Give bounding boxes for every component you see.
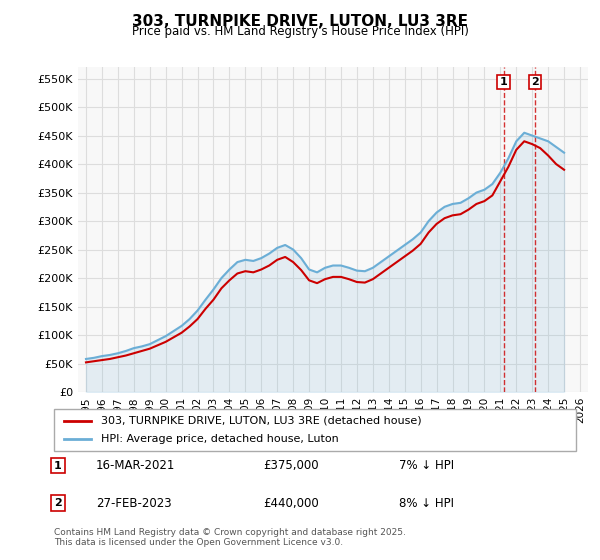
Text: Contains HM Land Registry data © Crown copyright and database right 2025.
This d: Contains HM Land Registry data © Crown c…	[54, 528, 406, 547]
Text: HPI: Average price, detached house, Luton: HPI: Average price, detached house, Luto…	[101, 434, 339, 444]
Text: 1: 1	[500, 77, 508, 87]
Text: £375,000: £375,000	[263, 459, 319, 472]
Text: 7% ↓ HPI: 7% ↓ HPI	[398, 459, 454, 472]
Text: 1: 1	[54, 460, 62, 470]
Text: 16-MAR-2021: 16-MAR-2021	[96, 459, 175, 472]
Text: £440,000: £440,000	[263, 497, 319, 510]
Text: 27-FEB-2023: 27-FEB-2023	[96, 497, 172, 510]
FancyBboxPatch shape	[54, 409, 576, 451]
Text: 303, TURNPIKE DRIVE, LUTON, LU3 3RE (detached house): 303, TURNPIKE DRIVE, LUTON, LU3 3RE (det…	[101, 416, 422, 426]
Text: Price paid vs. HM Land Registry's House Price Index (HPI): Price paid vs. HM Land Registry's House …	[131, 25, 469, 38]
Text: 303, TURNPIKE DRIVE, LUTON, LU3 3RE: 303, TURNPIKE DRIVE, LUTON, LU3 3RE	[132, 14, 468, 29]
Text: 8% ↓ HPI: 8% ↓ HPI	[398, 497, 454, 510]
Text: 2: 2	[54, 498, 62, 508]
Text: 2: 2	[531, 77, 539, 87]
